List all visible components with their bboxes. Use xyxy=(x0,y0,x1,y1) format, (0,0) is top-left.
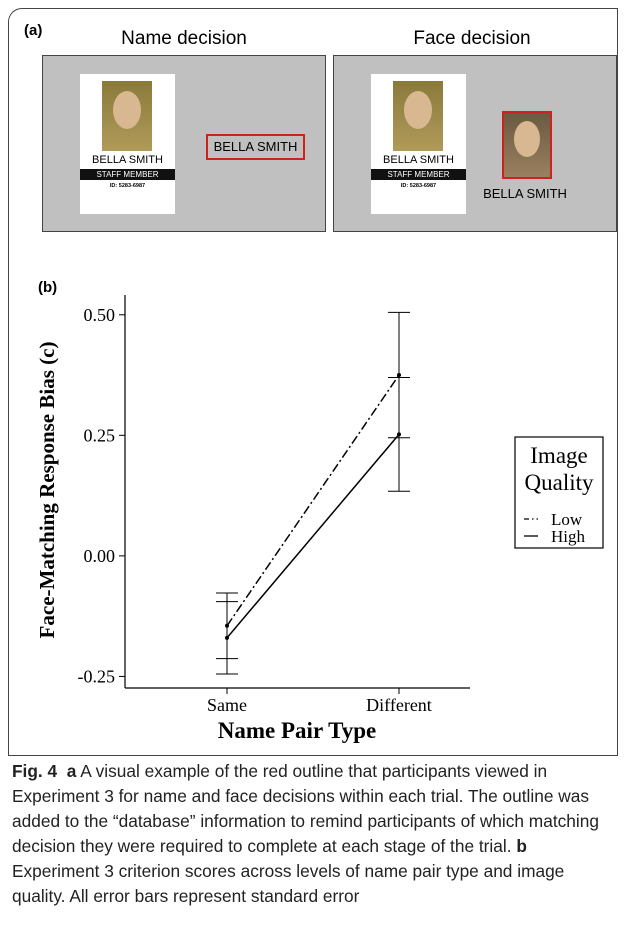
x-tick-label: Different xyxy=(366,695,432,715)
legend-title: Image Quality xyxy=(515,442,603,496)
y-tick-label: -0.25 xyxy=(78,666,116,686)
series-line xyxy=(227,375,399,626)
figure-caption: Fig. 4 a A visual example of the red out… xyxy=(12,759,612,909)
caption-text: A visual example of the red outline that… xyxy=(12,761,599,856)
data-point xyxy=(225,636,229,640)
caption-part-label: b xyxy=(516,836,527,856)
panel-label: (b) xyxy=(38,279,57,296)
caption-text: Experiment 3 criterion scores across lev… xyxy=(12,861,564,906)
caption-part-label: a xyxy=(67,761,77,781)
legend-label: High xyxy=(551,527,586,546)
y-axis-title: Face-Matching Response Bias (c) xyxy=(35,342,59,639)
page: (a) Name decision Face decision BELLA SM… xyxy=(0,0,627,944)
caption-label: Fig. 4 xyxy=(12,761,57,781)
y-tick-label: 0.50 xyxy=(84,305,116,325)
chart: (b) Name Pair Type Face-Matching Respons… xyxy=(0,0,627,756)
data-point xyxy=(397,373,401,377)
x-tick-label: Same xyxy=(207,695,247,715)
data-point xyxy=(397,432,401,436)
y-tick-label: 0.25 xyxy=(84,425,116,445)
x-axis-title: Name Pair Type xyxy=(218,718,376,743)
series-line xyxy=(227,434,399,637)
y-tick-label: 0.00 xyxy=(84,546,116,566)
